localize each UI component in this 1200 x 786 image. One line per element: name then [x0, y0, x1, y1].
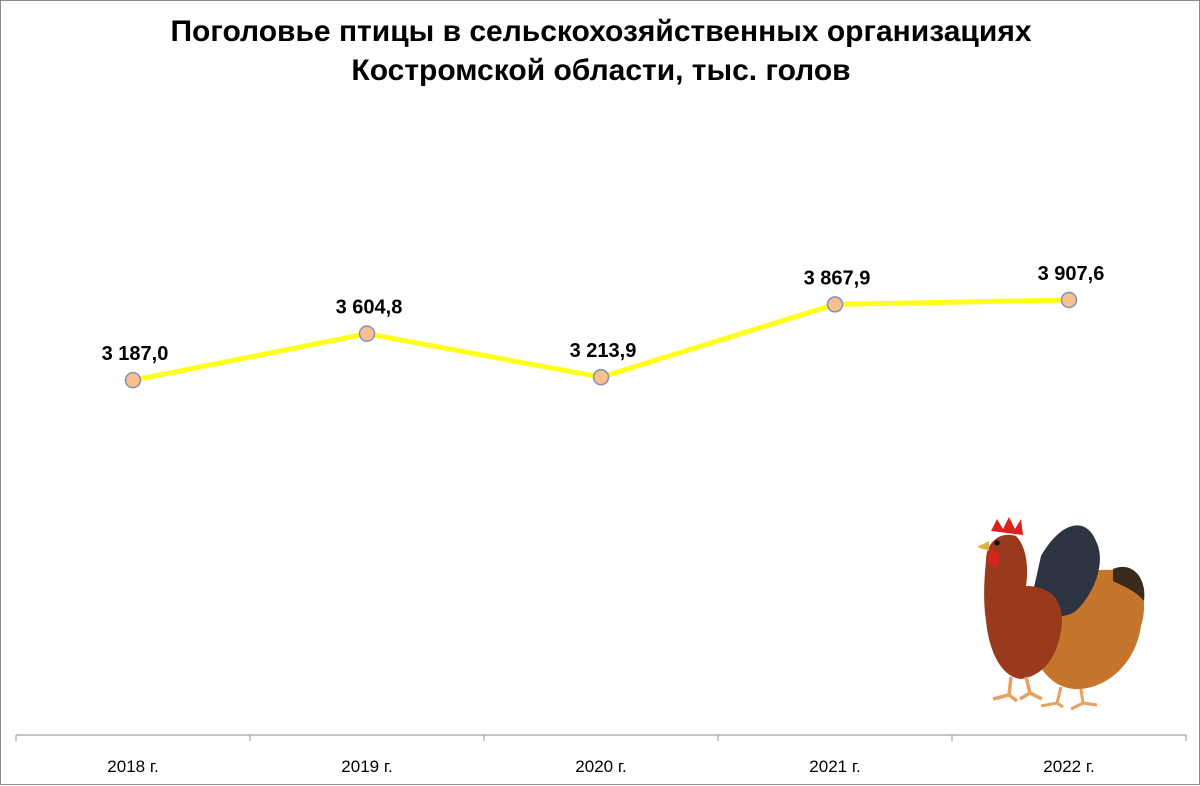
- x-tick-label: 2022 г.: [1043, 757, 1094, 776]
- x-tick-label: 2018 г.: [107, 757, 158, 776]
- chart-title-line-1: Поголовье птицы в сельскохозяйственных о…: [170, 15, 1031, 48]
- data-label: 3 604,8: [336, 297, 403, 319]
- series-markers: [124, 291, 1078, 389]
- x-tick-label: 2020 г.: [575, 757, 626, 776]
- chart-title-line-2: Костромской области, тыс. голов: [351, 54, 850, 87]
- data-label: 3 907,6: [1038, 263, 1105, 285]
- data-point: [358, 325, 376, 342]
- data-point: [124, 371, 142, 389]
- x-tick-label: 2019 г.: [341, 757, 392, 776]
- data-label: 3 867,9: [804, 267, 871, 289]
- x-axis-ticks: [15, 735, 1187, 741]
- data-labels: 3 187,0 3 604,8 3 213,9 3 867,9 3 907,6: [102, 263, 1105, 365]
- data-label: 3 213,9: [570, 340, 637, 362]
- rooster-and-hen-icon: [977, 517, 1145, 711]
- data-point: [1060, 291, 1078, 309]
- data-label: 3 187,0: [102, 343, 169, 365]
- x-axis-tick-labels: 2018 г. 2019 г. 2020 г. 2021 г. 2022 г.: [107, 757, 1094, 776]
- data-point: [826, 296, 844, 313]
- x-tick-label: 2021 г.: [809, 757, 860, 776]
- data-point: [592, 368, 610, 386]
